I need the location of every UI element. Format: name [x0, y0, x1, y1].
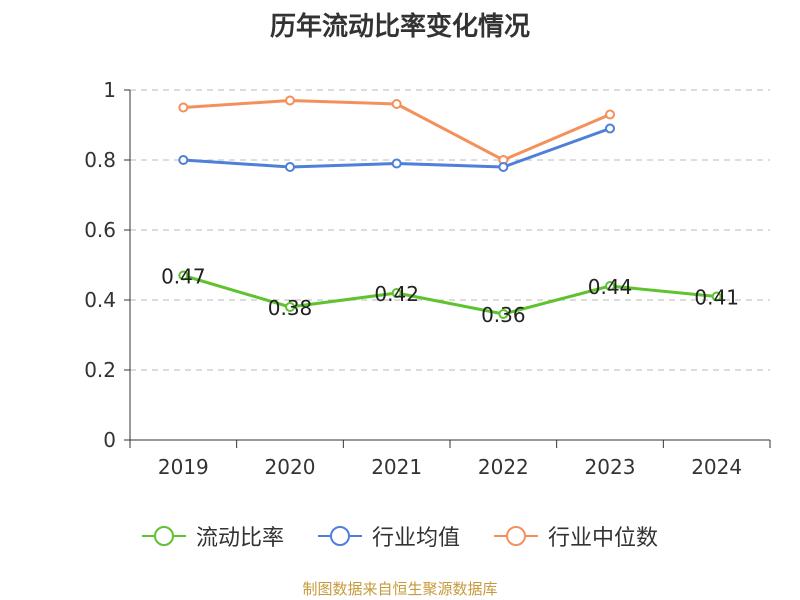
y-tick-label: 0.4 [84, 288, 116, 312]
data-point-marker [605, 109, 615, 120]
data-label: 0.41 [694, 286, 739, 310]
data-point-marker [178, 270, 189, 281]
data-point-marker [285, 162, 295, 172]
data-point-marker [178, 102, 189, 113]
y-tick-label: 1 [103, 78, 116, 102]
series-lines [178, 95, 722, 319]
data-label: 0.38 [268, 296, 313, 320]
data-point-marker [285, 302, 295, 312]
legend-line-marker-icon [141, 526, 186, 546]
legend: 流动比率 行业均值 行业中位数 [0, 520, 800, 552]
data-label: 0.42 [374, 282, 419, 306]
data-point-marker [498, 309, 509, 319]
legend-item-industry-median[interactable]: 行业中位数 [494, 520, 658, 552]
data-labels: 0.47 0.38 0.42 0.36 0.44 0.41 [161, 265, 739, 328]
legend-label: 行业中位数 [548, 526, 659, 551]
data-point-marker [285, 95, 295, 106]
y-tick-label: 0 [103, 428, 116, 452]
x-tick-label: 2020 [265, 455, 316, 479]
legend-line-marker-icon [317, 526, 362, 546]
data-point-marker [391, 99, 402, 109]
legend-item-current-ratio[interactable]: 流动比率 [141, 520, 284, 552]
data-label: 0.36 [481, 303, 526, 327]
x-tick-label: 2024 [691, 455, 742, 479]
data-point-marker [391, 288, 402, 298]
series-line-0 [182, 274, 717, 316]
legend-label: 流动比率 [195, 526, 284, 551]
ticks: 0 0.2 0.4 0.6 0.8 1 2019 2020 2021 2022 2023 2024 [84, 78, 771, 479]
legend-item-industry-mean[interactable]: 行业均值 [317, 520, 460, 552]
data-label: 0.44 [588, 275, 633, 299]
legend-line-marker-icon [494, 526, 538, 546]
data-point-marker [391, 158, 402, 169]
data-label: 0.47 [161, 265, 206, 289]
data-point-marker [178, 155, 189, 165]
x-tick-label: 2023 [585, 455, 636, 479]
axes [129, 90, 770, 441]
legend-label: 行业均值 [371, 526, 460, 551]
data-source-note: 制图数据来自恒生聚源数据库 [302, 580, 498, 598]
y-tick-label: 0.2 [84, 358, 116, 382]
y-tick-label: 0.8 [84, 148, 116, 172]
y-tick-label: 0.6 [84, 218, 116, 242]
data-point-marker [605, 123, 615, 134]
data-point-marker [711, 291, 722, 302]
x-tick-label: 2021 [371, 455, 422, 479]
x-tick-label: 2022 [478, 455, 529, 479]
data-point-marker [605, 281, 615, 291]
chart-title: 历年流动比率变化情况 [269, 12, 530, 42]
data-point-marker [498, 162, 509, 172]
grid-lines [130, 89, 770, 371]
x-tick-label: 2019 [158, 455, 209, 479]
